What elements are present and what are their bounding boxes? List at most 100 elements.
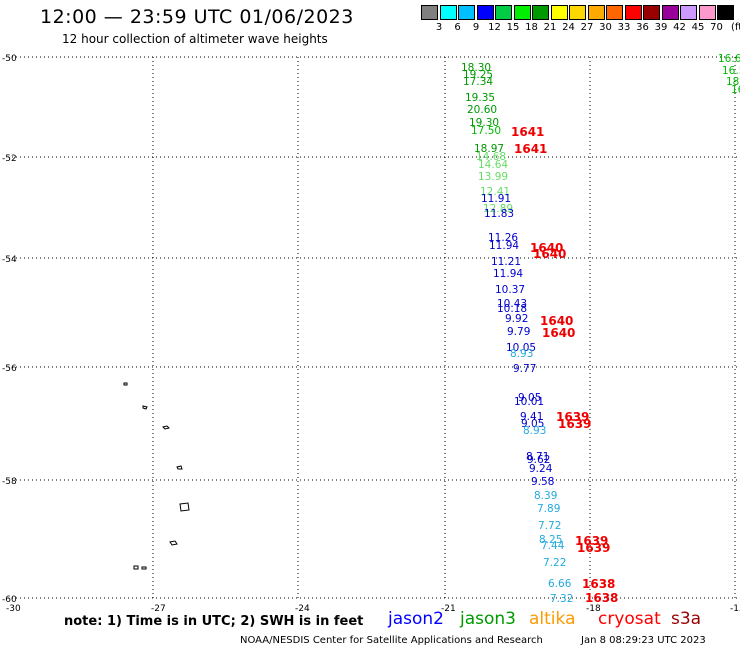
legend-level-label: 27 (580, 22, 594, 33)
wave-height-label: 17.34 (463, 76, 493, 88)
pass-time-label: 1640 (540, 314, 573, 328)
wave-height-label: 17.50 (471, 125, 501, 137)
wave-height-label: 9.79 (507, 326, 530, 338)
x-axis-label: -27 (151, 604, 166, 614)
wave-height-label: 8.25 (539, 534, 562, 546)
wave-height-label: 18. (726, 76, 740, 88)
wave-height-label: 8.39 (534, 490, 557, 502)
legend-swatch (532, 5, 549, 20)
x-axis-label: -15 (730, 604, 740, 614)
legend-swatch (513, 5, 531, 20)
grid-lines (8, 56, 738, 599)
satellite-name-s3a: s3a (671, 609, 702, 629)
island-shape (169, 540, 178, 546)
legend-swatch (439, 5, 457, 20)
wave-height-label: 13.99 (478, 171, 508, 183)
legend-swatch (698, 5, 716, 20)
y-axis-label: -50 (2, 54, 17, 64)
wave-height-label: 18.30 (461, 62, 491, 74)
island-shape (141, 566, 147, 570)
wave-height-label: 9.41 (520, 411, 543, 423)
wave-height-label: 18.97 (474, 143, 504, 155)
wave-height-label: 19.25 (463, 69, 493, 81)
wave-height-label: 10.05 (506, 342, 536, 354)
wave-height-label: 9.92 (505, 313, 528, 325)
wave-height-label: 14.68 (476, 151, 506, 163)
wave-height-label: 9.05 (521, 418, 544, 430)
legend-swatch (421, 5, 438, 20)
legend-level-label: 45 (691, 22, 705, 33)
pass-time-label: 1639 (556, 410, 589, 424)
pass-time-label: 1639 (558, 417, 591, 431)
pass-time-label: 1639 (575, 534, 608, 548)
pass-time-label: 1640 (530, 241, 563, 255)
legend-swatch (643, 5, 660, 20)
legend-level-label: 39 (654, 22, 668, 33)
legend-swatch (569, 5, 586, 20)
y-axis-label: -56 (2, 364, 17, 374)
pass-time-label: 1641 (511, 125, 544, 139)
wave-height-label: 20.60 (467, 104, 497, 116)
wave-height-label: 8.71 (526, 451, 549, 463)
wave-height-label: 11.94 (489, 240, 519, 252)
wave-height-label: 19.35 (465, 92, 495, 104)
wave-height-label: 7.44 (541, 540, 565, 552)
legend-level-label: 3 (435, 22, 443, 33)
legend-swatch (458, 5, 475, 20)
legend-level-label: 6 (454, 22, 461, 33)
wave-height-label: 11.26 (488, 232, 518, 244)
legend-swatch (606, 5, 623, 20)
x-axis-label: -24 (295, 604, 310, 614)
wave-height-label: 8.93 (523, 425, 546, 437)
wave-height-label: 11.91 (481, 193, 511, 205)
wave-height-label: 12.89 (483, 203, 513, 215)
satellite-name-altika: altika (529, 609, 576, 629)
generation-timestamp: Jan 8 08:29:23 UTC 2023 (581, 635, 706, 646)
pass-time-label: 1638 (582, 577, 615, 591)
wave-height-label: 8.93 (510, 348, 533, 360)
wave-height-label: 12.41 (480, 186, 510, 198)
pass-time-label: 1640 (542, 326, 575, 340)
legend-level-label: 24 (562, 22, 575, 33)
wave-height-label: 9.77 (513, 363, 536, 375)
pass-time-label: 1639 (577, 541, 610, 555)
island-shape (123, 382, 128, 386)
wave-height-label: 9.62 (527, 454, 550, 466)
legend-level-label: 70 (710, 22, 723, 33)
satellite-name-jason3: jason3 (460, 609, 516, 629)
page-title: 12:00 — 23:59 UTC 01/06/2023 (40, 6, 354, 28)
legend-level-label: 30 (599, 22, 612, 33)
island-outlines (123, 382, 190, 570)
satellite-name-jason2: jason2 (388, 609, 444, 629)
wave-height-label: 14.64 (478, 159, 508, 171)
legend-swatch (661, 5, 679, 20)
pass-time-label: 1641 (514, 142, 547, 156)
legend-swatch (476, 5, 494, 20)
wave-height-label: 10.37 (495, 284, 525, 296)
y-axis-label: -58 (2, 477, 17, 487)
legend-level-label: 36 (636, 22, 649, 33)
legend-level-label: 21 (543, 22, 557, 33)
wave-height-label: 7.22 (543, 557, 566, 569)
y-axis-label: -52 (2, 154, 17, 164)
legend-swatch (680, 5, 697, 20)
footer-note: note: 1) Time is in UTC; 2) SWH is in fe… (64, 614, 364, 629)
legend-level-label: 33 (617, 22, 631, 33)
wave-height-label: 6.66 (548, 578, 572, 590)
x-axis-label: -18 (586, 604, 601, 614)
island-shape (162, 425, 170, 430)
wave-height-label: 16 (731, 84, 740, 96)
legend-swatch (550, 5, 568, 20)
wave-height-label: 11.94 (493, 268, 523, 280)
wave-height-label: 16.5 (722, 65, 740, 77)
legend-level-label: 18 (525, 22, 538, 33)
credit-line: NOAA/NESDIS Center for Satellite Applica… (240, 635, 543, 646)
legend-unit: (ft) (731, 22, 740, 33)
wave-height-label: 9.24 (529, 463, 553, 475)
legend-level-label: 42 (673, 22, 686, 33)
page-subtitle: 12 hour collection of altimeter wave hei… (62, 32, 328, 46)
legend-swatch (717, 5, 734, 20)
island-shape (133, 565, 139, 570)
